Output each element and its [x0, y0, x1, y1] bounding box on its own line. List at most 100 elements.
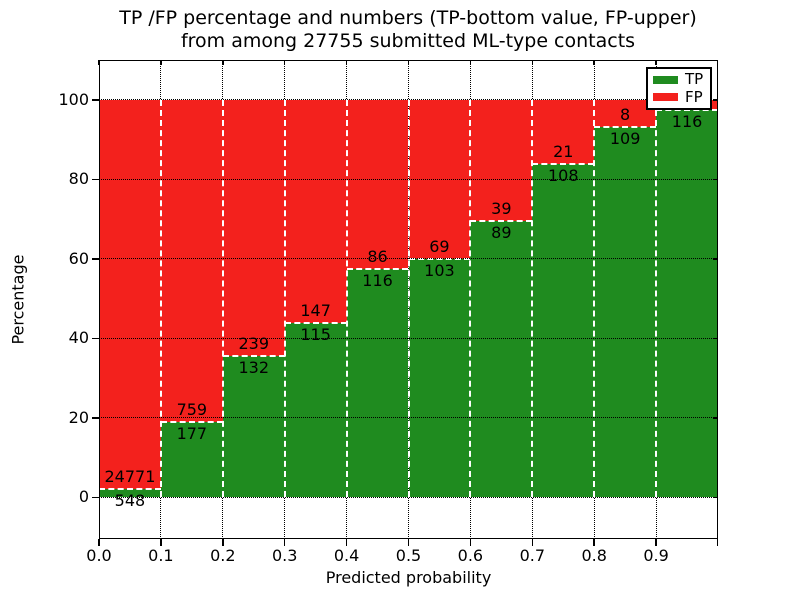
fp-bar-segment — [99, 99, 161, 489]
x-tick-label: 0.0 — [86, 546, 112, 565]
x-tick-mark — [531, 539, 534, 546]
bar-boundary-edge — [159, 99, 162, 498]
fp-bar-segment — [532, 99, 595, 165]
horizontal-gridline — [99, 417, 718, 419]
tp-bar-segment — [99, 488, 161, 498]
fp-count-label: 86 — [367, 246, 388, 266]
bar-boundary-edge — [593, 99, 596, 498]
fp-bar-segment — [284, 99, 347, 323]
y-tick-mark-right — [713, 496, 718, 498]
tp-bar-segment — [656, 110, 718, 498]
x-tick-mark-top — [222, 60, 224, 65]
tp-count-label: 132 — [238, 357, 270, 377]
y-tick-mark-right — [713, 99, 718, 101]
fp-bar-segment — [470, 99, 533, 221]
y-tick-label: 100 — [58, 89, 89, 109]
y-tick-label: 60 — [68, 248, 89, 268]
fp-count-label: 24771 — [104, 466, 156, 486]
fp-bar-segment — [160, 99, 223, 423]
tp-bar-segment — [222, 355, 285, 498]
y-tick-mark — [92, 99, 99, 101]
x-tick-mark — [655, 539, 657, 546]
horizontal-gridline — [99, 496, 718, 498]
y-axis-label: Percentage — [8, 254, 28, 345]
x-tick-label: 0.7 — [519, 546, 546, 565]
tp-count-label: 115 — [300, 324, 331, 344]
chart-title-line1: TP /FP percentage and numbers (TP-bottom… — [119, 7, 697, 29]
x-tick-label: 0.4 — [333, 546, 360, 565]
fp-count-label: 21 — [553, 142, 574, 162]
x-tick-mark — [716, 539, 718, 546]
x-tick-mark — [407, 539, 410, 546]
x-tick-mark — [345, 539, 348, 546]
fp-bar-segment — [594, 99, 657, 127]
x-tick-mark-top — [531, 60, 534, 65]
fp-color-swatch — [653, 93, 678, 102]
horizontal-gridline — [99, 99, 718, 101]
x-tick-mark-top — [469, 60, 472, 65]
fp-bar-segment — [222, 99, 285, 356]
y-tick-label: 80 — [68, 169, 89, 189]
bar-boundary-edge — [407, 99, 410, 498]
tp-count-label: 116 — [671, 112, 703, 132]
y-tick-mark — [92, 258, 99, 260]
horizontal-gridline — [99, 337, 718, 339]
tp-fp-boundary-edge — [594, 125, 657, 128]
y-tick-mark — [92, 337, 99, 339]
tp-bar-segment — [470, 220, 533, 498]
bar-boundary-edge — [531, 99, 534, 498]
fp-count-label: 239 — [238, 333, 270, 353]
tp-fp-boundary-edge — [470, 219, 533, 222]
legend-label-tp: TP — [685, 70, 704, 89]
tp-bar-segment — [532, 164, 595, 498]
x-tick-label: 0.3 — [271, 546, 298, 565]
x-tick-mark-top — [345, 60, 348, 65]
tp-count-label: 548 — [114, 490, 146, 510]
tp-fp-boundary-edge — [656, 109, 718, 112]
legend: TP FP — [646, 67, 712, 110]
x-tick-label: 0.5 — [395, 546, 422, 565]
tp-count-label: 108 — [547, 166, 579, 186]
x-tick-mark-top — [160, 60, 162, 65]
x-tick-label: 0.6 — [457, 546, 484, 565]
tp-bar-segment — [284, 322, 347, 498]
chart-title: TP /FP percentage and numbers (TP-bottom… — [0, 7, 800, 53]
tp-count-label: 116 — [362, 270, 393, 290]
x-tick-mark-top — [407, 60, 410, 65]
tp-fp-boundary-edge — [160, 421, 223, 424]
chart-title-line2: from among 27755 submitted ML-type conta… — [180, 30, 636, 52]
x-tick-mark — [222, 539, 224, 546]
fp-count-label: 39 — [491, 198, 512, 218]
legend-row-tp: TP — [653, 72, 705, 87]
bar-boundary-edge — [345, 99, 348, 498]
tp-count-label: 109 — [609, 128, 641, 148]
horizontal-gridline — [99, 258, 718, 260]
x-tick-mark — [160, 539, 162, 546]
tp-count-label: 89 — [491, 222, 512, 242]
fp-count-label: 759 — [176, 400, 208, 420]
bar-boundary-edge — [655, 99, 658, 498]
fp-bar-segment — [346, 99, 409, 269]
fp-count-label: 147 — [300, 300, 331, 320]
tp-color-swatch — [653, 75, 678, 84]
x-tick-mark — [593, 539, 595, 546]
tp-bar-segment — [594, 126, 657, 498]
y-tick-label: 0 — [78, 487, 89, 507]
x-tick-mark-top — [655, 60, 657, 65]
tp-fp-boundary-edge — [99, 487, 161, 490]
y-tick-mark-right — [713, 337, 718, 339]
y-tick-mark-right — [713, 178, 718, 180]
y-tick-mark-right — [713, 417, 718, 419]
bar-boundary-edge — [283, 99, 286, 498]
y-tick-label: 20 — [68, 407, 89, 427]
tp-fp-boundary-edge — [346, 267, 409, 270]
x-axis-label: Predicted probability — [325, 568, 492, 587]
fp-count-label: 8 — [620, 104, 631, 124]
x-tick-label: 0.1 — [148, 546, 174, 565]
tp-bar-segment — [346, 268, 409, 498]
bar-boundary-edge — [221, 99, 224, 498]
x-tick-label: 0.9 — [643, 546, 669, 565]
bar-boundary-edge — [469, 99, 472, 498]
tp-count-label: 177 — [176, 424, 208, 444]
